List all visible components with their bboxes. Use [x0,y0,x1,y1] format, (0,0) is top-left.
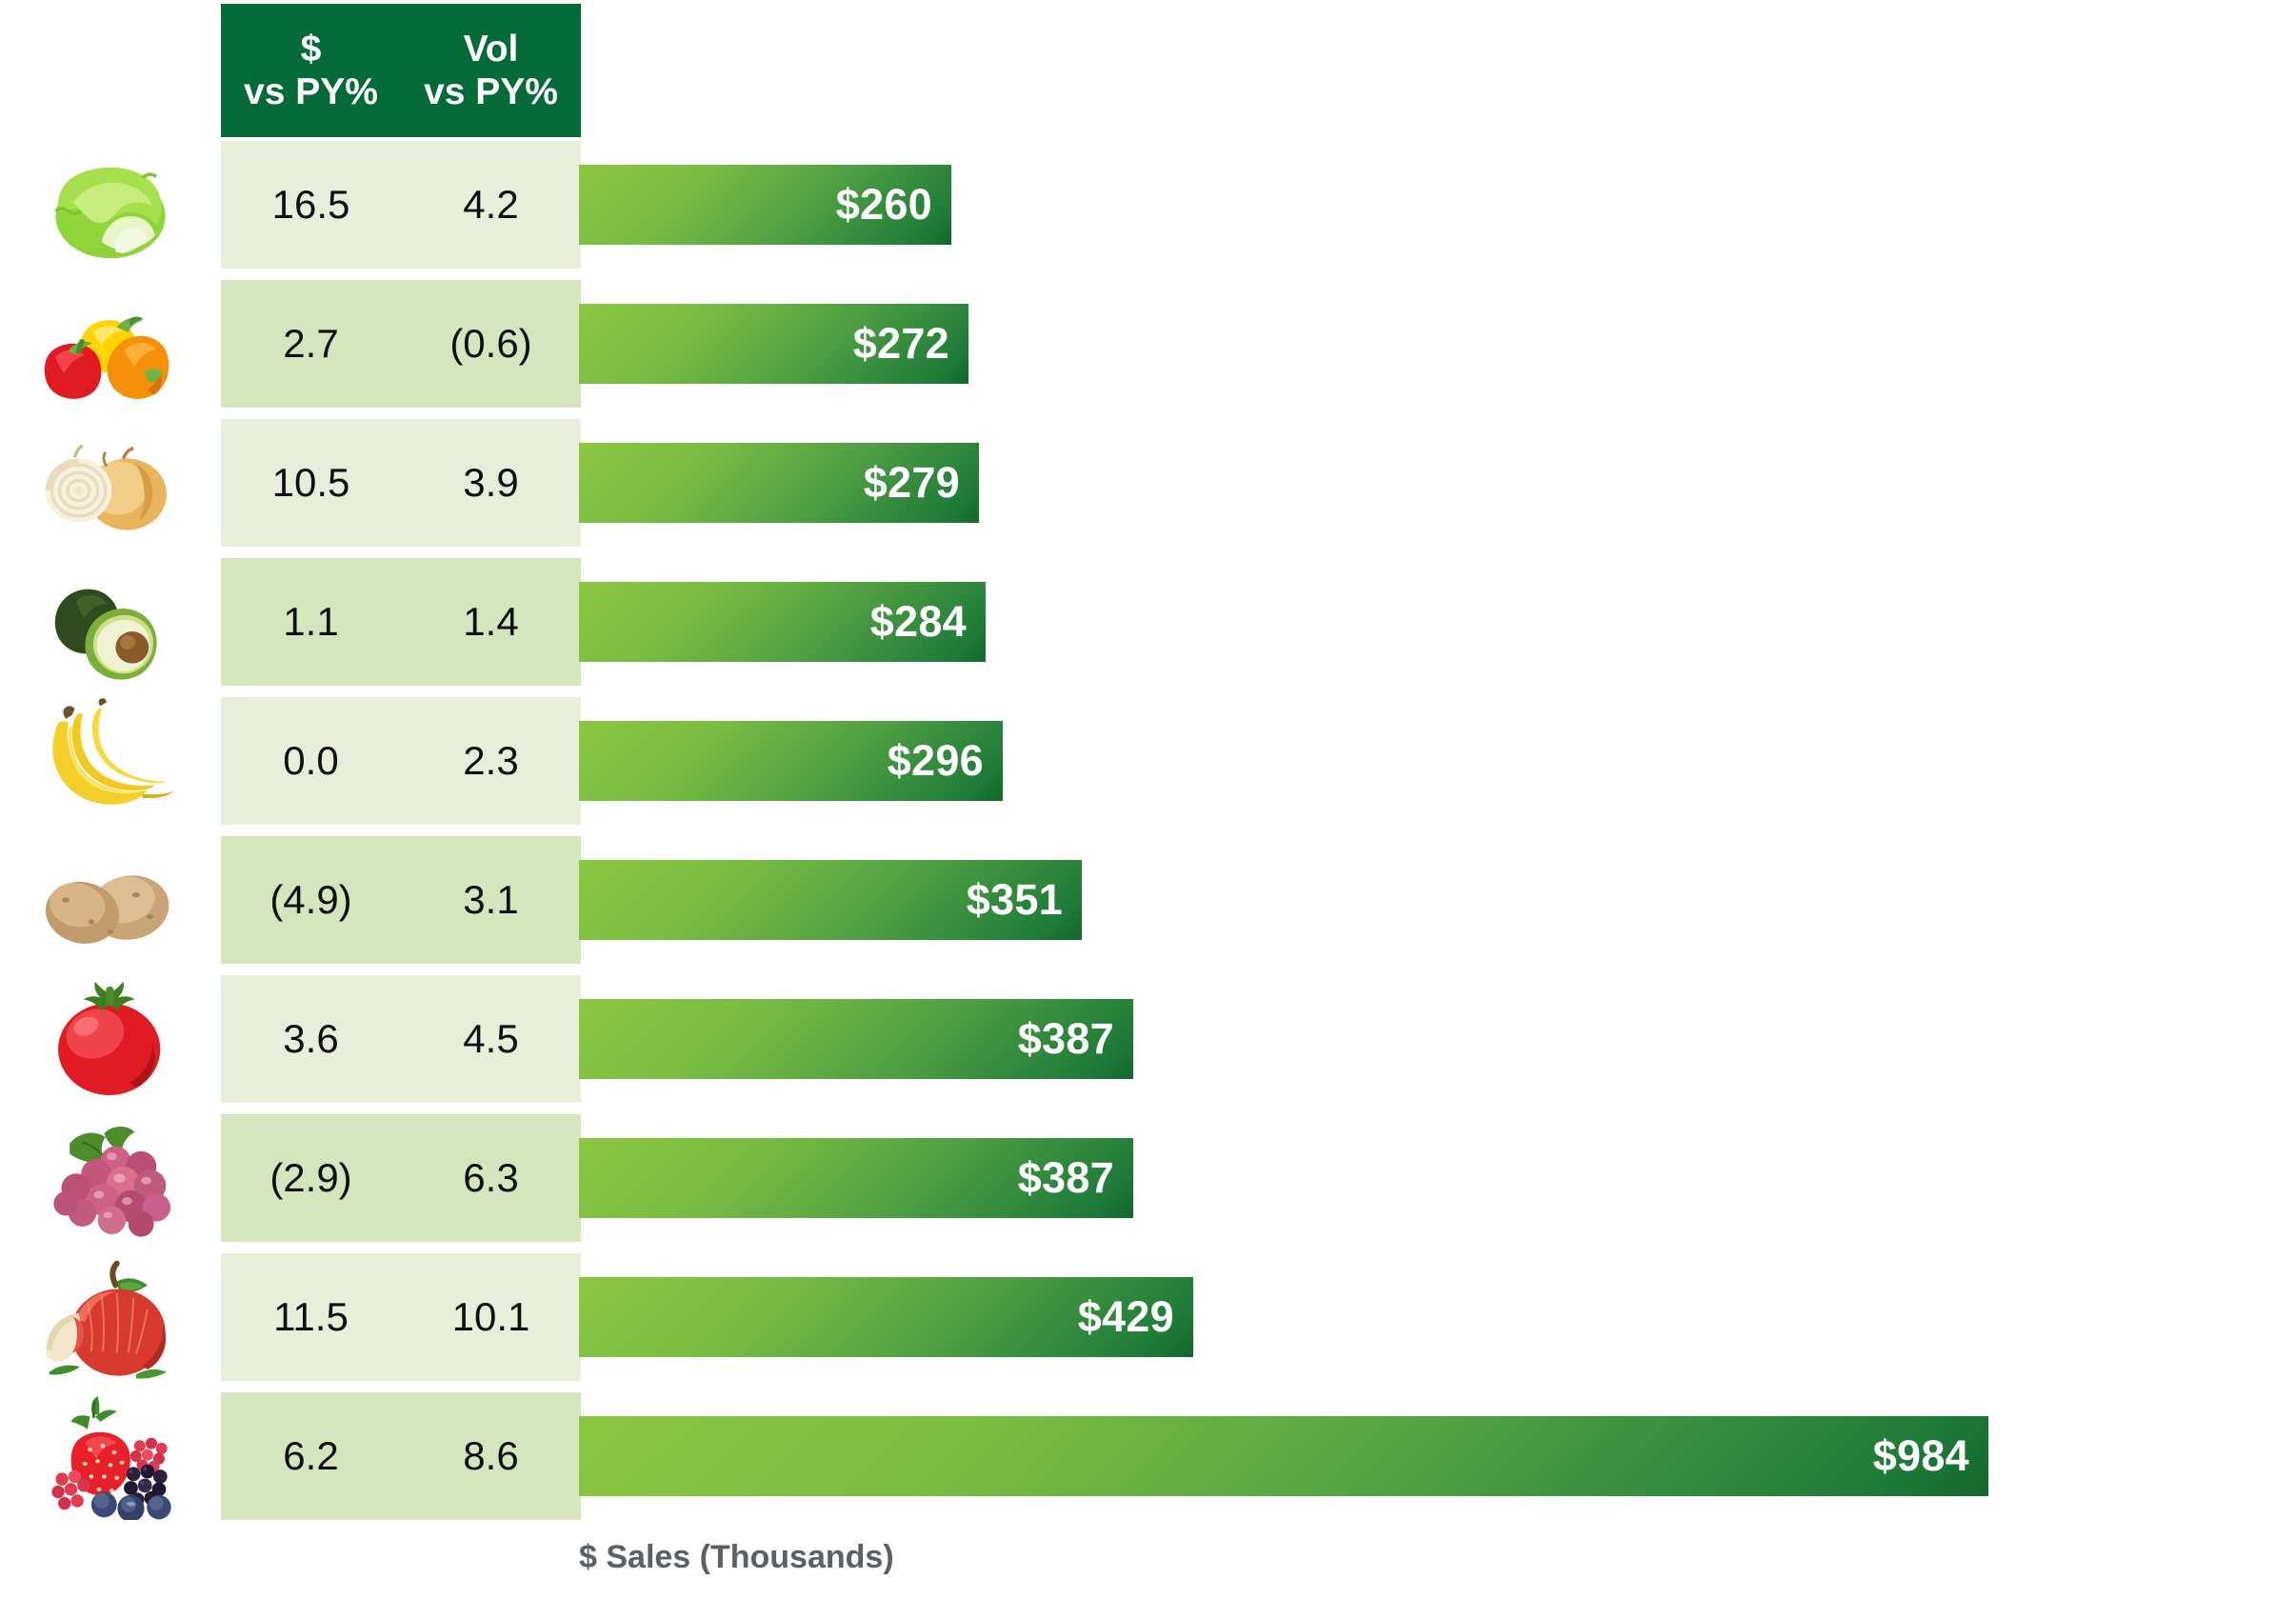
cell-dollar-vs-py: 3.6 [283,1016,339,1061]
cell-dollar-vs-py: 0.0 [283,738,339,783]
berries-icon [0,1392,221,1520]
cell-dollar-vs-py: 6.2 [283,1433,339,1478]
grapes-icon [0,1114,221,1242]
cell-vol-vs-py: (0.6) [449,321,532,366]
row-metrics: 16.5 4.2 [221,141,581,269]
cell-vol-vs-py: 1.4 [463,599,519,644]
bar-track: $351 [579,836,1082,964]
sales-bar[interactable]: $429 [579,1277,1193,1357]
sales-bar[interactable]: $387 [579,999,1133,1079]
column-header-vol-line1: Vol [463,28,519,70]
cell-vol-vs-py: 3.1 [463,877,519,922]
bar-value-label: $284 [869,597,967,646]
cell-vol-vs-py: 8.6 [463,1433,519,1478]
row-metrics: 1.1 1.4 [221,558,581,686]
table-row: (2.9) 6.3 $387 [0,1114,2296,1242]
sales-bar[interactable]: $296 [579,721,1003,801]
table-row: 11.5 10.1 $429 [0,1253,2296,1381]
cell-vol-vs-py: 4.2 [463,182,519,227]
sales-bar[interactable]: $284 [579,582,986,662]
cell-dollar-vs-py: 2.7 [283,321,339,366]
cell-dollar-vs-py: (4.9) [270,877,352,922]
column-header-dollar-vs-py: $ vs PY% [221,4,401,137]
table-row: 1.1 1.4 $284 [0,558,2296,686]
sales-bar[interactable]: $984 [579,1416,1988,1496]
bar-track: $387 [579,1114,1133,1242]
bar-value-label: $984 [1872,1431,1969,1480]
row-metrics: (2.9) 6.3 [221,1114,581,1242]
column-header-dollar-line2: vs PY% [244,71,378,112]
cell-dollar-vs-py: 1.1 [283,599,339,644]
bar-track: $429 [579,1253,1193,1381]
cell-dollar-vs-py: 11.5 [273,1294,349,1339]
cell-vol-vs-py: 10.1 [451,1294,530,1339]
sales-bar[interactable]: $351 [579,860,1082,940]
bar-track: $272 [579,280,968,408]
row-metrics: 11.5 10.1 [221,1253,581,1381]
sales-bar[interactable]: $260 [579,165,951,245]
cell-dollar-vs-py: 10.5 [271,460,350,505]
table-row: 0.0 2.3 $296 [0,697,2296,825]
column-header-vol-vs-py: Vol vs PY% [401,4,581,137]
row-metrics: 3.6 4.5 [221,975,581,1103]
row-metrics: 6.2 8.6 [221,1392,581,1520]
cell-dollar-vs-py: (2.9) [270,1155,352,1200]
bar-value-label: $387 [1017,1153,1114,1202]
cell-vol-vs-py: 6.3 [463,1155,519,1200]
bar-value-label: $279 [863,458,960,507]
sales-bar[interactable]: $387 [579,1138,1133,1218]
cell-dollar-vs-py: 16.5 [271,182,350,227]
row-metrics: 10.5 3.9 [221,419,581,547]
bar-track: $279 [579,419,979,547]
lettuce-icon [0,141,221,269]
bar-value-label: $272 [852,319,949,368]
bar-track: $296 [579,697,1003,825]
bar-value-label: $351 [966,875,1063,924]
row-metrics: 0.0 2.3 [221,697,581,825]
bell-peppers-icon [0,280,221,408]
column-header-vol-line2: vs PY% [424,71,558,112]
bananas-icon [0,697,221,825]
onions-icon [0,419,221,547]
apples-icon [0,1253,221,1381]
bar-track: $387 [579,975,1133,1103]
bar-track: $260 [579,141,951,269]
table-row: 2.7 (0.6) $272 [0,280,2296,408]
bar-value-label: $296 [887,736,984,785]
avocado-icon [0,558,221,686]
cell-vol-vs-py: 3.9 [463,460,519,505]
sales-bar[interactable]: $279 [579,443,979,523]
table-header: $ vs PY% Vol vs PY% [221,4,581,137]
column-header-dollar-line1: $ [300,28,322,70]
bar-value-label: $260 [835,180,932,229]
bar-value-label: $387 [1017,1014,1114,1063]
cell-vol-vs-py: 4.5 [463,1016,519,1061]
potatoes-icon [0,836,221,964]
cell-vol-vs-py: 2.3 [463,738,519,783]
table-row: 10.5 3.9 $279 [0,419,2296,547]
table-row: (4.9) 3.1 $351 [0,836,2296,964]
sales-bar[interactable]: $272 [579,304,968,384]
table-row: 3.6 4.5 $387 [0,975,2296,1103]
tomato-icon [0,975,221,1103]
bar-value-label: $429 [1077,1292,1174,1341]
table-row: 6.2 8.6 $984 [0,1392,2296,1520]
row-metrics: (4.9) 3.1 [221,836,581,964]
table-row: 16.5 4.2 $260 [0,141,2296,269]
bar-track: $984 [579,1392,1988,1520]
x-axis-title: $ Sales (Thousands) [579,1539,894,1575]
row-metrics: 2.7 (0.6) [221,280,581,408]
bar-track: $284 [579,558,986,686]
